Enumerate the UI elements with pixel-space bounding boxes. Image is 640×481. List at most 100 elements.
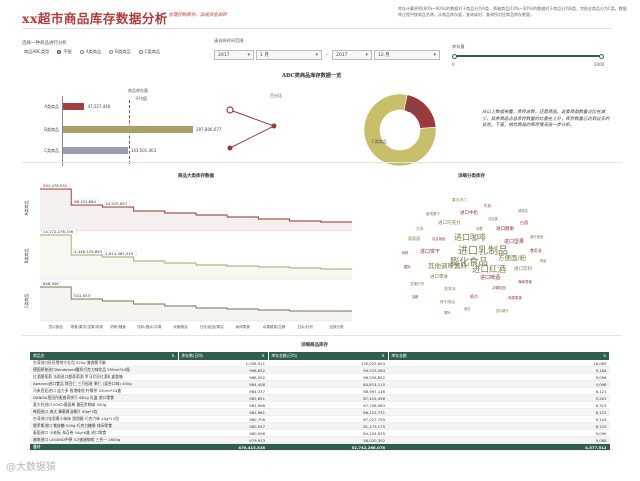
- wordcloud-word[interactable]: 进口饼干: [420, 249, 441, 255]
- donut-slice[interactable]: [363, 93, 437, 167]
- wordcloud-word[interactable]: 方便面/粉: [498, 254, 527, 262]
- wordcloud-word[interactable]: 膨化食品: [450, 257, 489, 268]
- col-header-name[interactable]: 商品名 ⇅: [30, 352, 179, 360]
- wordcloud-word[interactable]: 酸奶: [404, 265, 411, 269]
- chevron-down-icon: ▾: [365, 52, 368, 58]
- step-line[interactable]: [40, 188, 352, 223]
- percent-label: 百分比: [270, 93, 282, 98]
- radio-dot-icon: [138, 50, 143, 54]
- wordcloud-word[interactable]: 蜜饯果干: [426, 212, 440, 216]
- wordcloud-word[interactable]: 进口牛奶: [460, 211, 478, 216]
- wordcloud-word[interactable]: 进口红酒: [472, 265, 507, 275]
- step-line[interactable]: [40, 234, 352, 270]
- abc-section-title: ABC类商品库存数据一览: [282, 73, 342, 79]
- wordcloud-word[interactable]: 进口罐头: [496, 309, 509, 313]
- wordcloud-word[interactable]: 调味品: [518, 209, 528, 213]
- end-month-select[interactable]: 12 月 ▾: [374, 50, 440, 60]
- wordcloud-word[interactable]: 牙膏: [476, 227, 483, 231]
- category-filter-label: 选择一种商品进行分析: [22, 41, 67, 46]
- wordcloud-word[interactable]: 蜂蜜: [540, 259, 547, 263]
- data-label: 291,478,551: [43, 183, 68, 188]
- bar-label: B类商品: [44, 127, 59, 132]
- wordcloud-word[interactable]: 果冻/布丁: [452, 198, 468, 202]
- table-cell: 越南进口 LEGEND中原 G7速溶咖啡 三合一 1600g: [30, 436, 178, 445]
- table-row[interactable]: 泰国进口 小老板 海苔卷 54g*6盒 进口零食 980,006 84,204,93…: [30, 429, 610, 438]
- wordcloud-word[interactable]: 纸巾: [470, 294, 478, 299]
- table-cell: 68,997,146: [268, 387, 388, 396]
- table-row[interactable]: 红酒酿葡萄 法国进口酿葡萄酒 罗马尼亚红酒礼盒整箱 988,092 96,926,8…: [30, 373, 610, 382]
- start-month-select[interactable]: 1 月 ▾: [256, 50, 322, 60]
- table-row[interactable]: 马来西亚进口 益力多 香港维他 柠檬茶 250ml*24盒 984,337 68,9…: [30, 387, 610, 396]
- abc-bar[interactable]: [63, 147, 128, 154]
- radio-b[interactable]: B类商品: [109, 49, 131, 55]
- abc-bar[interactable]: [63, 103, 85, 110]
- wordcloud-word[interactable]: 饼干/糕点: [440, 300, 456, 304]
- wordcloud-word[interactable]: 进口饮料: [514, 267, 532, 272]
- radio-label-type: 商品ABC类型: [24, 49, 50, 54]
- table-row[interactable]: 德国原装进口Weideland酸奶巧克力味饮品 250ml*24瓶 998,822…: [30, 366, 610, 375]
- wordcloud-word[interactable]: 沐浴露: [488, 217, 498, 221]
- table-row[interactable]: 意大利进口 KOKO意面酱 番茄罗勒味 340g 981,996 67,708,58…: [30, 401, 610, 410]
- wordcloud-word[interactable]: 海味零食: [518, 280, 532, 284]
- abc-bar[interactable]: [63, 126, 193, 133]
- wordcloud-word[interactable]: 面包: [464, 307, 471, 311]
- end-year-select[interactable]: 2017 ▾: [332, 50, 372, 60]
- table-row[interactable]: 台湾进口旺旺雪饼大礼包 520g 兼香脆不腻 1,008,911 130,023,6…: [30, 360, 610, 368]
- step-area: [40, 235, 352, 279]
- wordcloud-word[interactable]: 奶粉: [402, 251, 409, 255]
- radio-dot-icon: [109, 50, 114, 54]
- wordcloud-word[interactable]: 进口零食: [430, 275, 448, 280]
- wordcloud-word[interactable]: 坚果炒货: [410, 282, 424, 286]
- table-row[interactable]: DANISA皇冠丹麦曲奇饼干 681g 礼盒 进口零食 983,651 67,425…: [30, 394, 610, 403]
- start-year-select[interactable]: 2017 ▾: [214, 50, 254, 60]
- wordcloud-word[interactable]: 清洁用品: [432, 237, 446, 241]
- wordcloud-word[interactable]: 进口啤酒: [480, 275, 501, 281]
- data-label: 1,814,467,015: [105, 251, 133, 256]
- col-header-amount-avg[interactable]: 库存金额(日均) ⇅: [268, 352, 389, 360]
- wordcloud-word[interactable]: 进口坚果: [504, 239, 525, 245]
- wordcloud-word[interactable]: 葡萄酒: [408, 236, 420, 241]
- table-row[interactable]: Apeanni进口食品 馋豆仁 三只松鼠 果仁 (混合口味) 450g 984,4…: [30, 380, 610, 389]
- table-cell: 9,184: [388, 366, 610, 375]
- wordcloud-word[interactable]: 肉类零食: [508, 296, 522, 300]
- wordcloud-word[interactable]: 大米: [416, 226, 424, 231]
- table-cell: 马来西亚进口 益力多 香港维他 柠檬茶 250ml*24盒: [30, 387, 178, 396]
- table-row[interactable]: 越南进口 LEGEND中原 G7速溶咖啡 三合一 1600g 979,913 58,…: [30, 436, 610, 445]
- wordcloud-word[interactable]: 进口咖啡: [454, 233, 486, 242]
- sort-icon: ⇅: [261, 353, 265, 358]
- table-row[interactable]: 韩国进口 海太 蜂蜜黄油薯片 60g*3包 981,981 66,122,731 8,…: [30, 408, 610, 417]
- wordcloud-word[interactable]: 进口糖果: [496, 227, 514, 232]
- wordcloud-word[interactable]: 杂粮: [412, 295, 419, 299]
- wordcloud-word[interactable]: 其他调味酱料: [428, 262, 467, 270]
- table-row[interactable]: 俄罗斯进口 紫皮糖 500g 巧克力糖果 休闲零食 980,057 61,173,1…: [30, 422, 610, 431]
- bar-label: A类商品: [44, 104, 59, 109]
- wordcloud-word[interactable]: 食用油: [530, 248, 542, 253]
- table-cell: 泰国进口 小老板 海苔卷 54g*6盒 进口零食: [30, 429, 178, 438]
- table-cell: 980,006: [178, 429, 268, 438]
- header-note: 库存计算原则(80%~90%)的数据对于商品分为A类，两端商品(10%~30%)…: [398, 6, 627, 17]
- wordcloud-word[interactable]: 进口巧克力: [438, 221, 461, 226]
- wordcloud-word[interactable]: 冲调饮品: [492, 286, 506, 290]
- table-cell: 66,122,731: [268, 408, 388, 417]
- col-header-qty[interactable]: 库存数(日均) ⇅: [178, 352, 269, 360]
- wordcloud-word[interactable]: 牛奶: [484, 204, 491, 208]
- radio-c[interactable]: C类商品: [138, 49, 160, 55]
- slider-max-label: 1000: [594, 62, 605, 67]
- chevron-down-icon: ▾: [433, 52, 436, 58]
- wordcloud-word[interactable]: 速冻食品: [530, 235, 544, 239]
- table-row[interactable]: 台湾进口张君雅小妹妹 甜甜圈 巧克力味 40g*12包 980,706 67,027…: [30, 415, 610, 424]
- radio-all[interactable]: 不限: [57, 49, 72, 55]
- table-cell: 5,201: [388, 394, 610, 403]
- table-cell: 84,204,935: [268, 429, 388, 438]
- radio-a[interactable]: A类商品: [79, 49, 101, 55]
- wordcloud-word[interactable]: 洗发水: [444, 286, 456, 291]
- slider-min-handle[interactable]: [452, 53, 457, 59]
- sort-icon: ⇅: [381, 353, 385, 358]
- slider-max-handle[interactable]: [599, 53, 604, 59]
- x-tick-label: 全部分类: [329, 324, 344, 329]
- col-header-amount[interactable]: 库存金额 ⇅: [388, 352, 610, 360]
- wordcloud-word[interactable]: 白酒: [520, 220, 528, 225]
- step-line[interactable]: [40, 286, 352, 312]
- wordcloud-word[interactable]: 进口乳制品: [458, 246, 508, 257]
- wordcloud-word[interactable]: 茶叶: [444, 311, 451, 315]
